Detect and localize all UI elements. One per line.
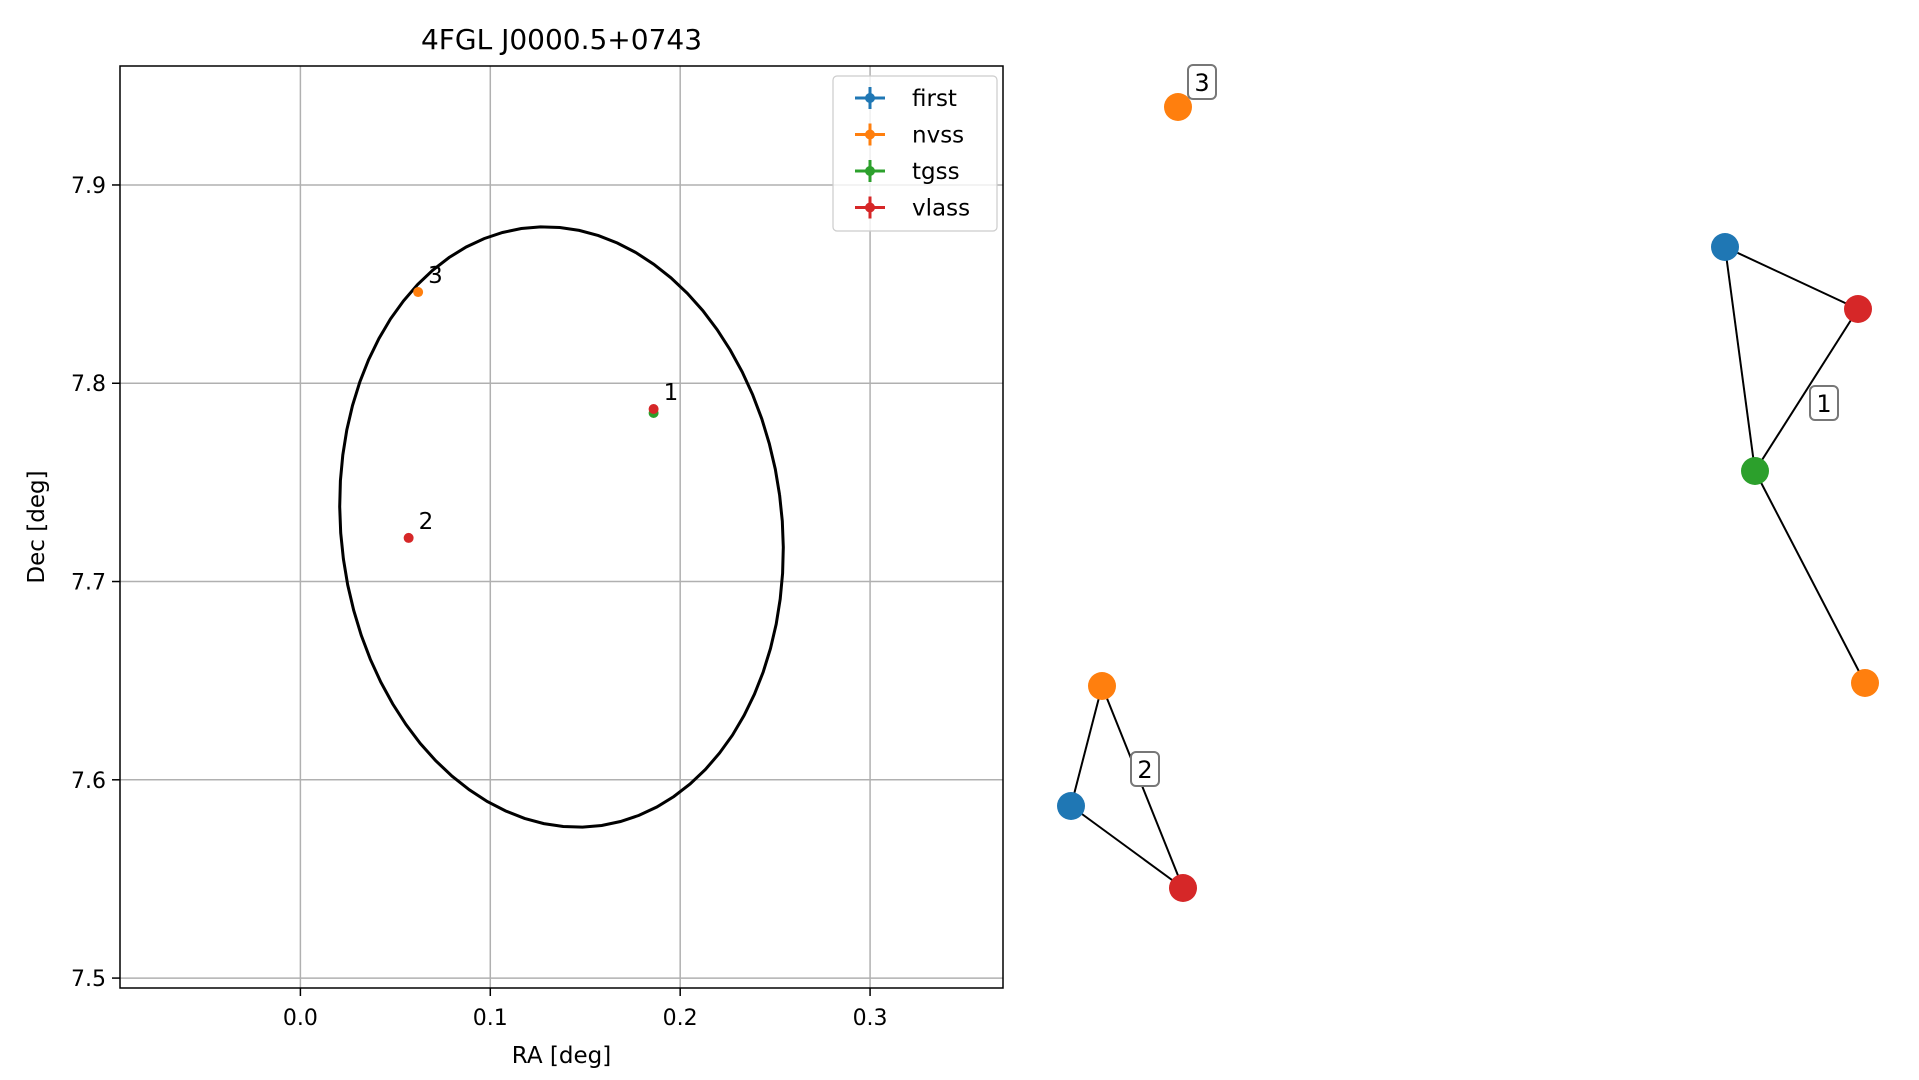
y-tick-label: 7.9: [71, 174, 106, 199]
x-tick-label: 0.3: [853, 1006, 888, 1031]
association-edge: [1754, 470, 1866, 684]
legend-item-tgss: tgss: [855, 159, 960, 185]
association-node-nvss: [1164, 93, 1192, 121]
y-axis-label: Dec [deg]: [24, 470, 50, 583]
legend-label: first: [912, 86, 957, 112]
association-edge: [1070, 805, 1184, 889]
association-node-vlass: [1169, 874, 1197, 902]
legend-items: first nvss tgss vlass: [855, 86, 970, 222]
x-tick-label: 0.1: [473, 1006, 508, 1031]
association-group-3: 3: [1164, 64, 1217, 121]
axes-frame: [119, 65, 1004, 989]
sky-map-panel: 1 2 3 0.0 0.1 0.2 0.3 7.5 7.6 7.7 7.8 7.9 4FGL J0…: [24, 23, 1004, 1069]
y-tick-label: 7.7: [71, 571, 106, 596]
legend: first nvss tgss vlass: [832, 75, 998, 232]
association-node-tgss: [1741, 457, 1769, 485]
group-label-box: [1187, 64, 1217, 100]
legend-label: nvss: [912, 123, 964, 149]
association-group-1: 1: [1711, 233, 1879, 697]
association-edge: [1754, 308, 1859, 472]
y-tick-label: 7.8: [71, 372, 106, 397]
source-points: [403, 287, 659, 543]
y-tick-label: 7.6: [71, 769, 106, 794]
group-label: 2: [1137, 756, 1152, 784]
legend-box: [832, 75, 998, 232]
legend-item-nvss: nvss: [855, 123, 964, 149]
association-edge: [1724, 246, 1756, 472]
association-edge: [1724, 246, 1859, 310]
legend-marker-dot: [865, 93, 875, 103]
x-tick-label: 0.0: [283, 1006, 318, 1031]
source-point-nvss: [413, 287, 424, 298]
association-node-first: [1057, 792, 1085, 820]
source-annotation: 3: [428, 263, 443, 289]
legend-marker-dot: [865, 166, 875, 176]
legend-item-first: first: [855, 86, 957, 112]
x-axis-label: RA [deg]: [512, 1043, 611, 1069]
association-node-nvss: [1851, 669, 1879, 697]
association-group-2: 2: [1057, 672, 1197, 902]
x-axis-ticks: 0.0 0.1 0.2 0.3: [283, 988, 888, 1031]
x-tick-label: 0.2: [663, 1006, 698, 1031]
association-graph-panel: 1 2 3: [1057, 64, 1879, 902]
group-label: 1: [1816, 390, 1831, 418]
group-label-box: [1809, 385, 1839, 421]
source-point-vlass: [403, 532, 414, 543]
chart-title: 4FGL J0000.5+0743: [421, 23, 702, 56]
source-point-vlass: [648, 404, 659, 415]
association-edge: [1070, 685, 1103, 807]
y-axis-ticks: 7.5 7.6 7.7 7.8 7.9: [71, 174, 120, 992]
legend-marker-dot: [865, 202, 875, 213]
source-annotation: 2: [419, 509, 434, 535]
source-annotations: 1 2 3: [419, 263, 679, 535]
y-tick-label: 7.5: [71, 967, 106, 992]
group-label: 3: [1194, 69, 1209, 97]
association-node-first: [1711, 233, 1739, 261]
legend-item-vlass: vlass: [855, 196, 970, 222]
legend-label: vlass: [912, 196, 970, 222]
legend-marker-dot: [865, 129, 875, 140]
localization-ellipse: [338, 225, 785, 829]
source-annotation: 1: [664, 380, 679, 406]
group-label-box: [1130, 751, 1160, 787]
association-node-nvss: [1088, 672, 1116, 700]
legend-label: tgss: [912, 159, 960, 185]
association-node-vlass: [1844, 295, 1872, 323]
